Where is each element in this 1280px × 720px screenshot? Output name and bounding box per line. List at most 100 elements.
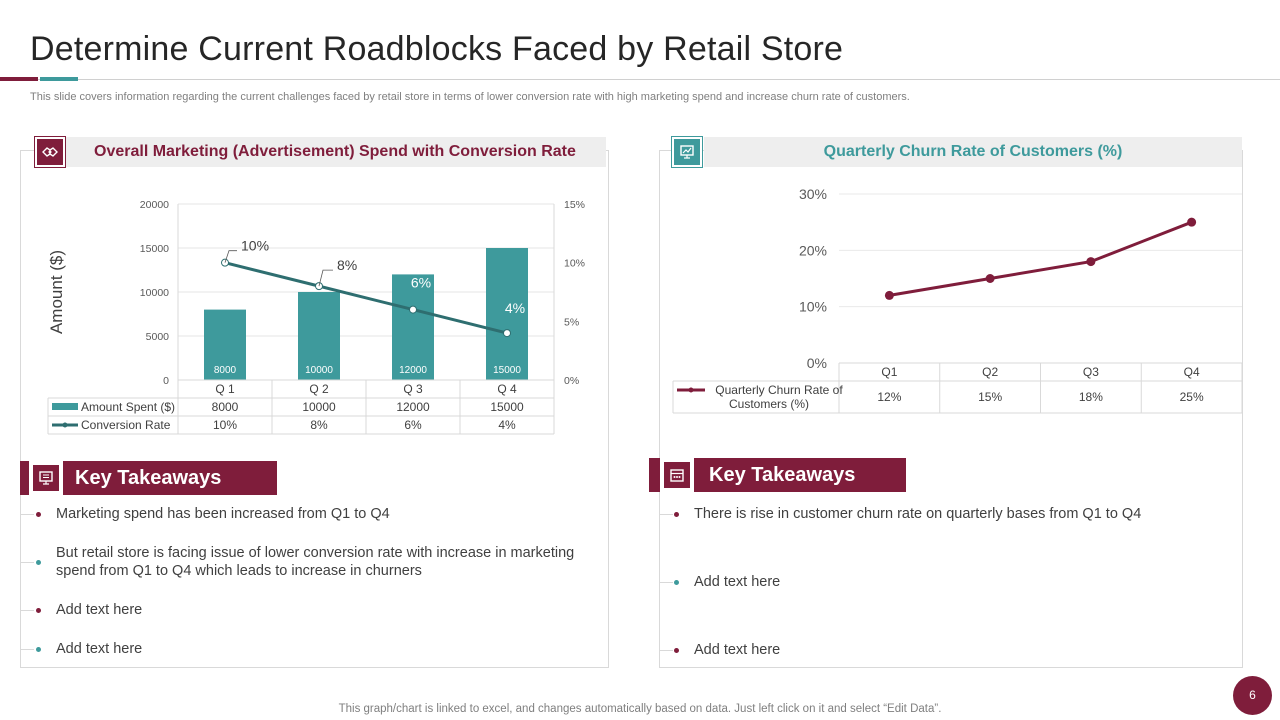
y-tick-label: 5000: [146, 331, 170, 343]
conversion-line: [224, 261, 508, 335]
bullet-dot: [36, 608, 41, 613]
bullet-connector: [659, 582, 673, 583]
title-accent-teal: [40, 77, 78, 81]
y2-tick-label: 15%: [564, 199, 585, 211]
bar-value-label: 10000: [305, 365, 333, 376]
table-cell: 10%: [213, 418, 237, 432]
y2-tick-label: 10%: [564, 258, 585, 270]
left-key-takeaways-header: Key Takeaways: [20, 461, 277, 495]
y-tick-label: 20000: [140, 199, 169, 211]
bullet-connector: [20, 649, 34, 650]
legend-swatch-bar: [52, 403, 78, 410]
table-cell: 15%: [978, 390, 1002, 404]
bar: [486, 248, 528, 380]
line-point: [409, 305, 417, 314]
line-value-label: 8%: [337, 257, 357, 273]
table-cell: 8%: [310, 418, 328, 432]
x-tick-label: Q 2: [309, 382, 329, 396]
label-leader: [224, 250, 237, 263]
x-tick-label: Q 1: [215, 382, 235, 396]
monitor-icon: [29, 461, 63, 495]
legend-label: Amount Spent ($): [81, 400, 175, 414]
left-bullet-3: Add text here: [56, 602, 143, 618]
line-value-label: 6%: [411, 275, 431, 291]
combo-chart: 0 5000 10000 15000 20000 0% 5% 10% 15% Amount ($)…: [47, 199, 585, 435]
left-bullet-4: Add text here: [56, 641, 143, 657]
bullet-dot: [674, 580, 679, 585]
y-tick-label: 20%: [799, 242, 827, 258]
table-cell: 4%: [498, 418, 516, 432]
left-panel: [20, 150, 609, 668]
left-bullet-2: But retail store is facing issue of lowe…: [56, 545, 575, 579]
churn-line: [889, 220, 1193, 297]
y-tick-label: 0%: [807, 355, 827, 371]
bullet-connector: [20, 514, 34, 515]
page-number: 6: [1233, 676, 1272, 715]
legend-label: Quarterly Churn Rate of Customers (%): [715, 383, 843, 411]
left-panel-heading: Overall Marketing (Advertisement) Spend …: [66, 137, 606, 167]
y-axis-title: Amount ($): [47, 250, 66, 334]
presentation-icon: [671, 136, 703, 168]
bullet-dot: [674, 512, 679, 517]
x-tick-label: Q3: [1083, 365, 1099, 379]
table-cell: 12%: [877, 390, 901, 404]
bullet-dot: [36, 647, 41, 652]
calendar-icon: [660, 458, 694, 492]
line-point: [985, 274, 995, 283]
table-cell: 12000: [396, 400, 430, 414]
bar: [204, 309, 246, 380]
bar: [298, 292, 340, 380]
right-bullet-2: Add text here: [694, 574, 781, 590]
bar-value-label: 12000: [399, 365, 427, 376]
bar: [392, 274, 434, 380]
label-leader: [318, 269, 333, 287]
page-title: Determine Current Roadblocks Faced by Re…: [30, 30, 844, 68]
y-tick-label: 15000: [140, 243, 169, 255]
title-accent-maroon: [0, 77, 38, 81]
y-tick-label: 0: [163, 375, 169, 387]
bullet-dot: [674, 648, 679, 653]
line-value-label: 10%: [241, 238, 269, 254]
line-point: [884, 290, 894, 300]
x-tick-label: Q1: [881, 365, 897, 379]
right-panel-heading: Quarterly Churn Rate of Customers (%): [704, 137, 1242, 167]
bullet-dot: [36, 560, 41, 565]
title-divider: [0, 79, 1280, 80]
bar-value-label: 8000: [214, 365, 237, 376]
x-tick-label: Q2: [982, 365, 998, 379]
y-tick-label: 30%: [799, 186, 827, 202]
bullet-connector: [20, 562, 34, 563]
y-tick-label: 10%: [799, 299, 827, 315]
line-point: [1086, 257, 1096, 267]
bar-value-label: 15000: [493, 365, 521, 376]
left-bullet-1: Marketing spend has been increased from …: [56, 506, 390, 522]
footer-note: This graph/chart is linked to excel, and…: [338, 703, 942, 715]
table-cell: 18%: [1079, 390, 1103, 404]
y2-tick-label: 5%: [564, 316, 579, 328]
table-cell: 25%: [1180, 390, 1204, 404]
bullet-connector: [20, 610, 34, 611]
legend-label: Conversion Rate: [81, 418, 171, 432]
table-cell: 8000: [212, 400, 239, 414]
x-tick-label: Q4: [1184, 365, 1200, 379]
right-bullet-1: There is rise in customer churn rate on …: [694, 506, 1142, 522]
handshake-icon: [34, 136, 66, 168]
legend-swatch-point: [62, 422, 68, 428]
legend-swatch-point: [688, 387, 694, 393]
bullet-connector: [659, 514, 673, 515]
bullet-connector: [659, 650, 673, 651]
line-chart: 0% 10% 20% 30% Q1 Q2 Q3 Q4 Quarterly Churn Rate …: [672, 186, 1243, 414]
table-cell: 15000: [490, 400, 524, 414]
bullet-dot: [36, 512, 41, 517]
y2-tick-label: 0%: [564, 375, 579, 387]
line-point: [503, 329, 511, 338]
y-tick-label: 10000: [140, 287, 169, 299]
table-cell: 6%: [404, 418, 422, 432]
line-point: [1187, 217, 1197, 227]
right-panel: [659, 150, 1243, 668]
line-value-label: 4%: [505, 300, 525, 316]
x-tick-label: Q 3: [403, 382, 423, 396]
right-bullet-3: Add text here: [694, 642, 781, 658]
page-subtitle: This slide covers information regarding …: [30, 91, 910, 103]
table-cell: 10000: [302, 400, 336, 414]
